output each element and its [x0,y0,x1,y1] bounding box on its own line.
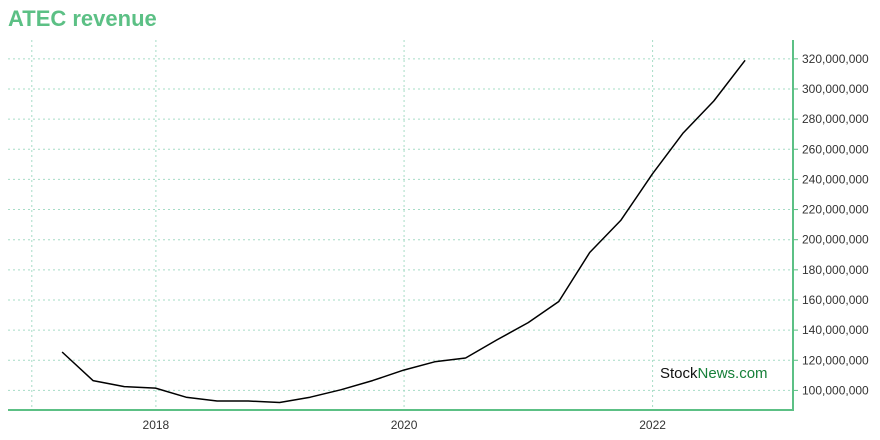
y-axis-ticks: 100,000,000 120,000,000 140,000,000 160,000… [793,52,869,397]
watermark-part-news: News [697,365,736,382]
y-tick-label: 160,000,000 [802,293,869,307]
y-tick-label: 280,000,000 [802,112,869,126]
x-tick-label: 2022 [639,418,666,432]
y-tick-label: 100,000,000 [802,383,869,397]
revenue-series-line [61,59,746,404]
watermark-part-stock: Stock [660,365,698,382]
y-tick-label: 300,000,000 [802,82,869,96]
x-axis-ticks: 2018 2020 2022 [143,418,667,432]
watermark-logo: StockNews.com [660,365,768,382]
y-tick-label: 320,000,000 [802,52,869,66]
grid-lines [8,40,793,410]
chart-title: ATEC revenue [8,6,157,31]
x-tick-label: 2020 [391,418,418,432]
watermark-part-com: .com [735,365,768,382]
y-tick-label: 180,000,000 [802,263,869,277]
y-tick-label: 220,000,000 [802,203,869,217]
axes [8,40,794,411]
y-tick-label: 140,000,000 [802,323,869,337]
y-tick-label: 240,000,000 [802,172,869,186]
y-tick-label: 200,000,000 [802,233,869,247]
y-tick-label: 120,000,000 [802,353,869,367]
y-tick-label: 260,000,000 [802,142,869,156]
series-group [61,59,746,404]
x-tick-label: 2018 [143,418,170,432]
